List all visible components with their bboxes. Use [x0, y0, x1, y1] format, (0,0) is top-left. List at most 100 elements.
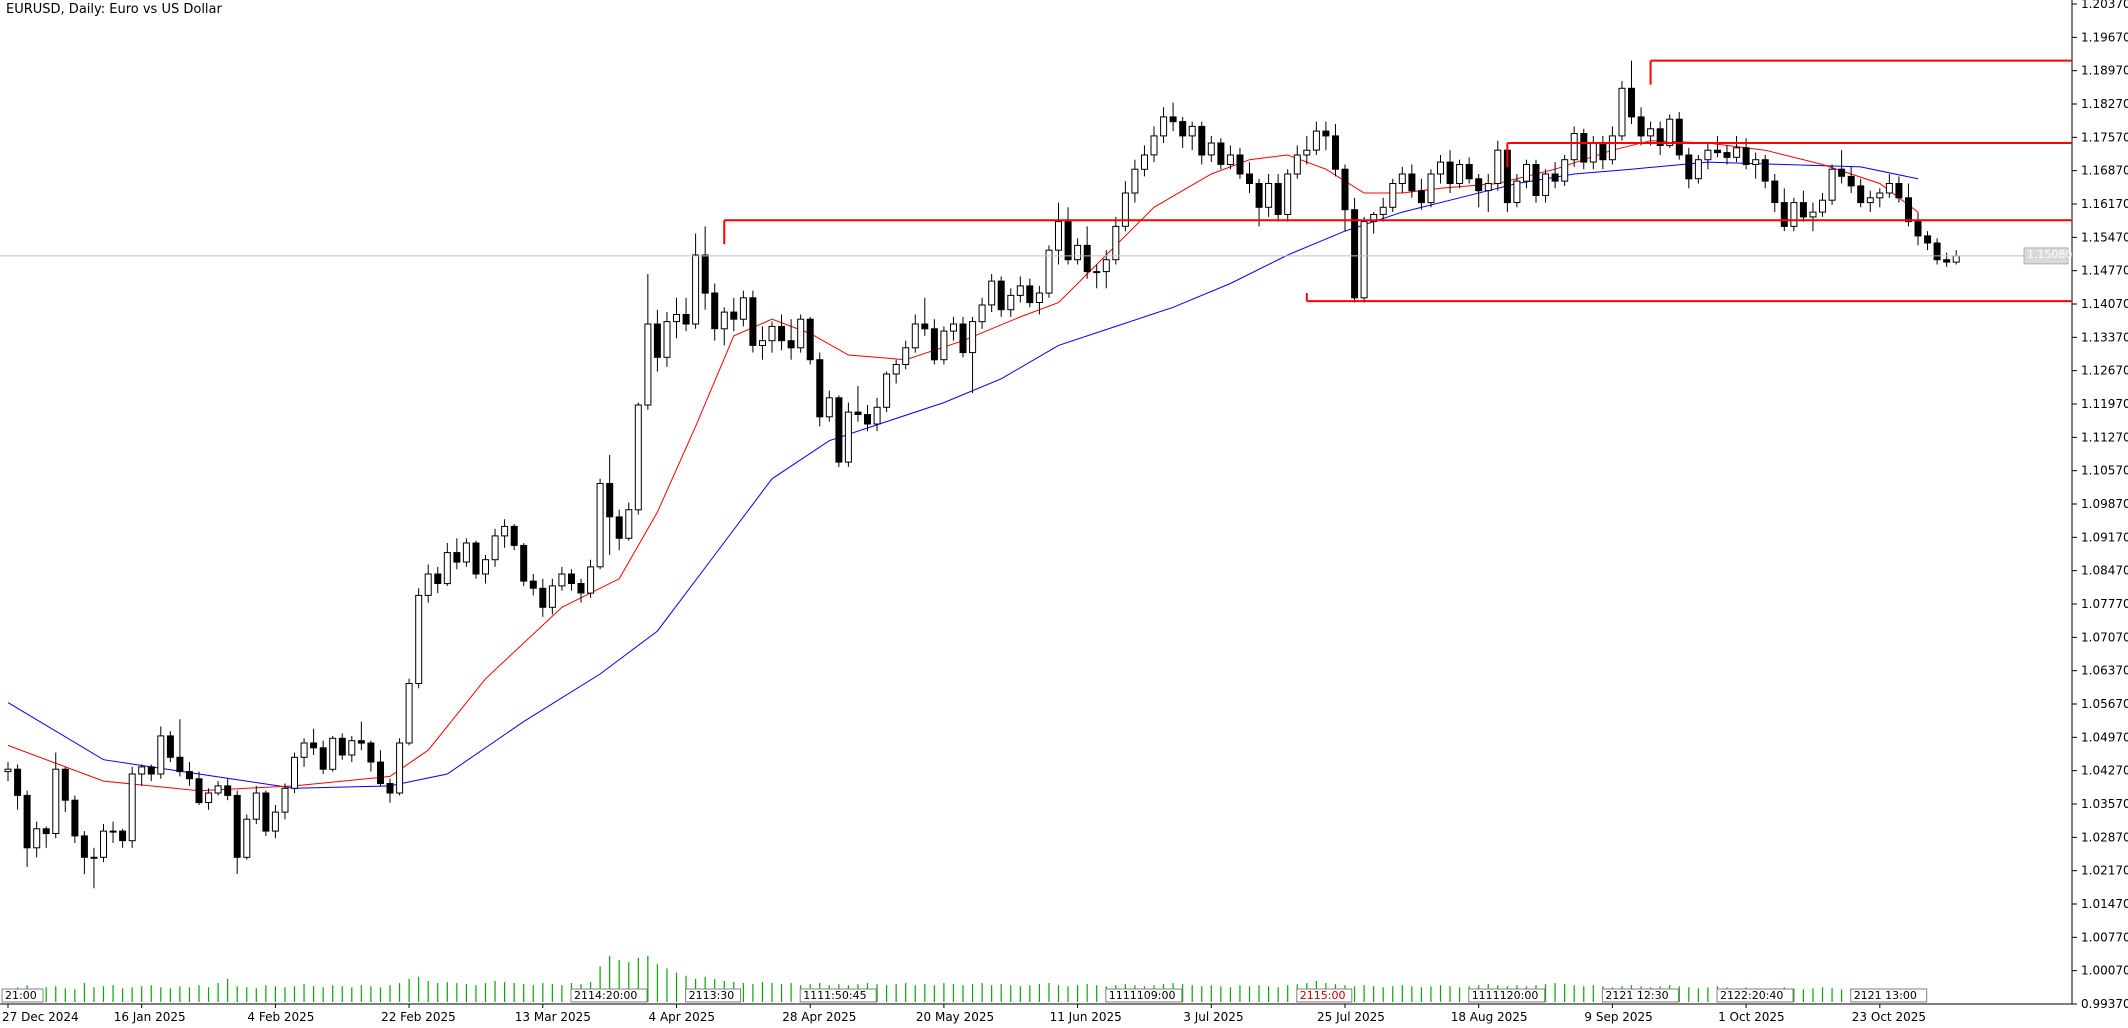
price-tick-label: 1.14070	[2081, 297, 2128, 311]
candle	[1799, 190, 1807, 222]
candle-body	[825, 397, 833, 418]
candle	[1102, 250, 1110, 289]
candle	[787, 319, 795, 360]
price-tick-label: 0.99370	[2081, 997, 2128, 1011]
candle	[243, 814, 251, 860]
candle-body	[1265, 183, 1273, 208]
candle-body	[921, 323, 929, 330]
candle-body	[577, 583, 585, 594]
candle-body	[1723, 152, 1731, 158]
candle-body	[453, 552, 461, 563]
candle-body	[1742, 147, 1750, 166]
candle-body	[205, 792, 213, 803]
price-tick-label: 1.08470	[2081, 564, 2128, 578]
candle-body	[138, 766, 146, 775]
candle	[329, 735, 337, 772]
candle	[663, 312, 671, 367]
candle-body	[1169, 116, 1177, 123]
candle	[1809, 202, 1817, 232]
candle-body	[1112, 225, 1120, 261]
price-tick-label: 1.09170	[2081, 530, 2128, 544]
candle-body	[1637, 116, 1645, 137]
candle	[100, 824, 107, 863]
candle-body	[806, 318, 814, 361]
candle-body	[797, 318, 805, 349]
candle	[1150, 126, 1158, 163]
candle-body	[233, 794, 241, 858]
chart-title: EURUSD, Daily: Euro vs US Dollar	[6, 2, 222, 17]
candle-body	[166, 735, 174, 758]
candle	[405, 678, 413, 746]
time-tick-label: 28 Apr 2025	[782, 1010, 856, 1024]
candle	[1618, 81, 1626, 141]
candle	[1780, 188, 1788, 232]
price-tick-label: 1.09870	[2081, 497, 2128, 511]
candle	[1026, 278, 1034, 308]
candle	[1494, 140, 1502, 191]
price-tick-label: 1.07070	[2081, 630, 2128, 644]
candle	[1465, 157, 1473, 184]
candle	[281, 783, 289, 820]
candle-body	[911, 323, 919, 349]
candle-body	[1685, 154, 1693, 180]
candle-body	[52, 768, 60, 835]
candle	[1714, 135, 1721, 158]
candle-body	[1790, 202, 1798, 227]
candle	[300, 738, 308, 767]
candle-body	[1045, 249, 1053, 294]
time-axis[interactable]: 27 Dec 2024 16 Jan 2025 4 Feb 2025 22 Feb 2…	[2, 1004, 1926, 1024]
candle-body	[4, 768, 12, 773]
candle-body	[596, 483, 604, 568]
candle	[1417, 178, 1425, 210]
candle	[310, 728, 318, 755]
candle-body	[692, 254, 700, 325]
candle	[23, 790, 31, 867]
timestamp-label: 2121 13:00	[1854, 989, 1917, 1002]
candle-body	[1246, 173, 1253, 184]
candle	[577, 578, 585, 603]
timestamp-label: 2113:30	[689, 989, 735, 1002]
price-tick-label: 1.04270	[2081, 764, 2128, 778]
candle-body	[1207, 142, 1215, 156]
time-tick-label: 9 Sep 2025	[1584, 1010, 1652, 1024]
candle-body	[816, 359, 824, 418]
price-axis[interactable]: 1.20370 1.19670 1.18970 1.18270 1.17570 1.168…	[2023, 0, 2128, 1011]
candle	[233, 790, 241, 874]
candle-body	[1131, 168, 1139, 194]
candle-body	[1293, 154, 1301, 175]
candle-body	[1761, 159, 1769, 182]
candle	[128, 766, 136, 848]
candle	[1045, 245, 1053, 298]
candle-body	[214, 785, 222, 794]
time-tick-label: 27 Dec 2024	[2, 1010, 79, 1024]
candle	[386, 778, 394, 803]
time-tick-label: 20 May 2025	[916, 1010, 994, 1024]
candle	[80, 831, 88, 874]
candle	[816, 352, 824, 427]
candle	[1389, 178, 1397, 213]
candle-body	[988, 280, 996, 306]
candle-body	[615, 516, 623, 539]
candle	[1016, 276, 1024, 303]
candle	[596, 478, 604, 570]
candle-body	[186, 771, 193, 780]
candle-body	[1780, 202, 1788, 227]
candle-body	[1083, 244, 1091, 273]
candle	[338, 733, 346, 760]
candle-body	[854, 411, 862, 416]
candle-body	[959, 323, 967, 354]
candle	[558, 566, 566, 591]
price-tick-label: 1.16170	[2081, 197, 2128, 211]
candle-body	[1513, 180, 1521, 204]
candle	[357, 721, 365, 751]
candle-body	[1255, 183, 1263, 208]
candle	[673, 297, 680, 339]
candle	[396, 738, 404, 796]
candle-body	[415, 594, 423, 685]
candle	[625, 502, 633, 541]
candle	[462, 538, 470, 567]
candle-body	[663, 321, 671, 358]
timestamp-box	[1, 988, 44, 1003]
